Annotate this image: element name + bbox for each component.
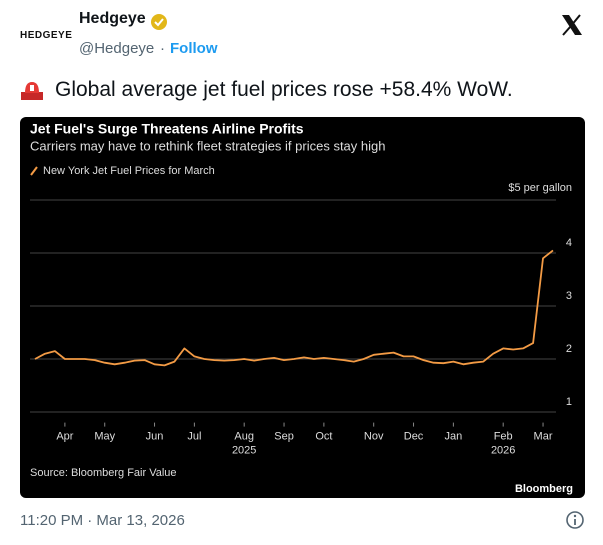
x-tick-label: Jan [445,431,463,443]
chart-brand: Bloomberg [515,483,573,495]
chart-subtitle: Carriers may have to rethink fleet strat… [30,138,385,153]
legend-label: New York Jet Fuel Prices for March [43,165,215,177]
verified-badge [151,14,167,30]
x-tick-label: Jun [146,431,164,443]
x-tick-label: Mar [534,431,553,443]
x-tick-label: May [94,431,115,443]
legend-swatch [30,166,38,176]
chart-source: Source: Bloomberg Fair Value [30,467,177,479]
y-tick-label: $5 per gallon [508,182,572,194]
siren-emoji [21,82,43,100]
author-name[interactable]: Hedgeye [79,10,146,27]
x-tick-label: Oct [315,431,332,443]
info-icon[interactable] [565,510,585,530]
x-tick-label: Sep [274,431,294,443]
x-tick-label: Jul [187,431,201,443]
y-tick-label: 4 [566,237,572,249]
author-handle[interactable]: @Hedgeye [79,40,155,57]
timestamp[interactable]: 11:20 PM · Mar 13, 2026 [20,512,185,529]
x-logo[interactable] [560,14,584,36]
y-tick-label: 3 [566,290,572,302]
logo: HEDGEYE [20,30,73,41]
x-tick-label: Dec [404,431,424,443]
x-tick-label: Apr [56,431,73,443]
tweet-text: Global average jet fuel prices rose +58.… [55,78,513,101]
x-tick-label: Feb 2026 [491,431,515,457]
chart-title: Jet Fuel's Surge Threatens Airline Profi… [30,121,304,137]
y-tick-label: 2 [566,343,572,355]
separator: · [160,40,165,57]
x-tick-label: Nov [364,431,384,443]
y-tick-label: 1 [566,396,572,408]
x-tick-label: Aug 2025 [232,431,256,457]
follow-button[interactable]: Follow [170,40,218,57]
data-line [34,249,554,367]
chart-background [20,117,585,498]
